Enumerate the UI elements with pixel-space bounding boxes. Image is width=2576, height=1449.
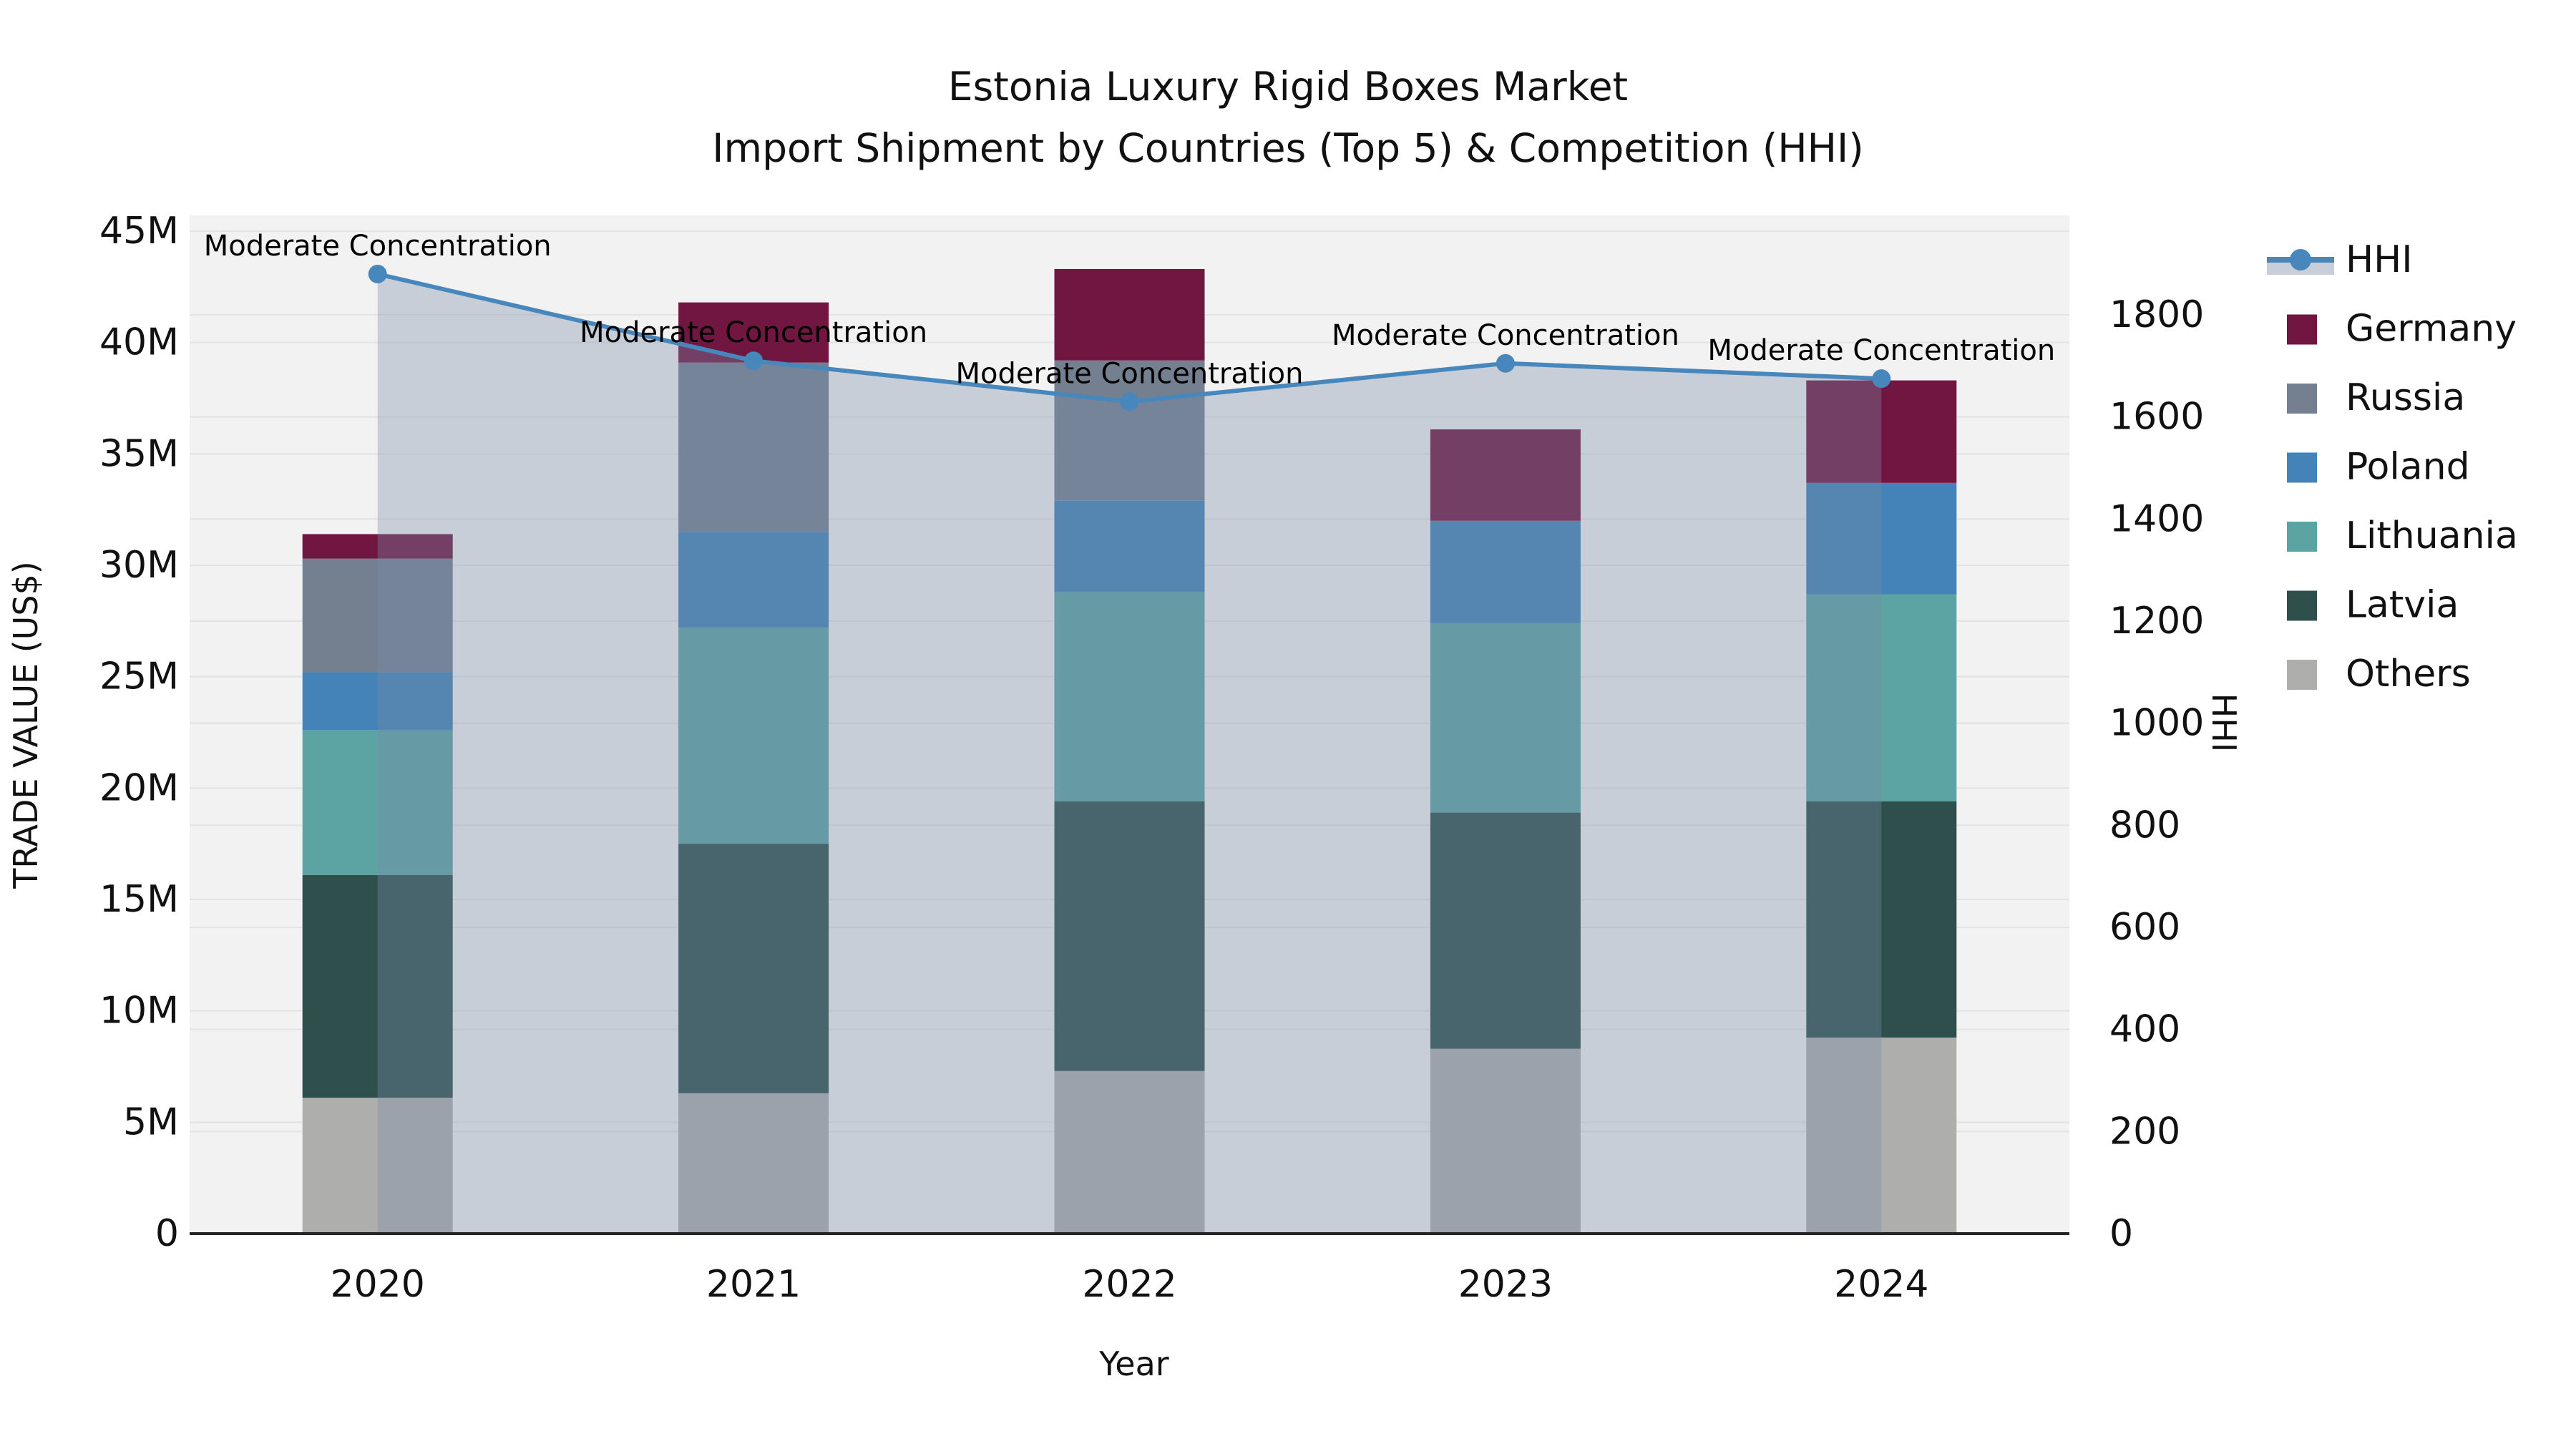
bar-segment-germany-2023 <box>1430 429 1581 521</box>
annotation-2023: Moderate Concentration <box>1332 319 1679 352</box>
y-left-tick-35M: 35M <box>99 432 179 475</box>
chart-title-line1: Estonia Luxury Rigid Boxes Market <box>948 64 1628 109</box>
legend-swatch-others-icon <box>2287 660 2317 690</box>
bar-segment-poland-2022 <box>1054 500 1205 592</box>
bar-segment-others-2021 <box>678 1093 829 1234</box>
annotation-2024: Moderate Concentration <box>1707 334 2055 367</box>
bar-segment-poland-2021 <box>678 532 829 628</box>
legend-item-latvia: Latvia <box>2287 584 2459 627</box>
bar-segment-lithuania-2022 <box>1054 592 1205 802</box>
annotation-2022: Moderate Concentration <box>956 357 1304 390</box>
y-right-tick-1600: 1600 <box>2109 396 2204 439</box>
x-tick-2020: 2020 <box>331 1263 425 1306</box>
y-left-tick-40M: 40M <box>99 321 179 364</box>
annotations: Moderate Concentration Moderate Concentra… <box>204 230 2056 390</box>
y-left-axis-title: TRADE VALUE (US$) <box>6 561 45 889</box>
bar-segment-others-2022 <box>1054 1070 1205 1234</box>
legend-item-germany: Germany <box>2287 308 2517 351</box>
legend-swatch-poland-icon <box>2287 452 2317 483</box>
legend-label-poland: Poland <box>2346 446 2470 489</box>
legend-hhi-marker-icon <box>2290 249 2311 270</box>
hhi-line-layer <box>368 264 1891 411</box>
x-tick-2022: 2022 <box>1082 1263 1176 1306</box>
y-right-tick-200: 200 <box>2109 1110 2180 1153</box>
bar-segment-others-2020 <box>302 1098 453 1234</box>
hhi-marker-2021 <box>744 351 763 371</box>
bar-segment-russia-2021 <box>678 362 829 532</box>
legend-item-lithuania: Lithuania <box>2287 514 2518 557</box>
bar-segment-russia-2020 <box>302 558 453 673</box>
bar-segment-latvia-2024 <box>1806 801 1957 1038</box>
bar-segment-germany-2022 <box>1054 268 1205 361</box>
x-tick-2023: 2023 <box>1458 1263 1553 1306</box>
legend-label-latvia: Latvia <box>2346 584 2459 627</box>
legend-item-hhi: HHI <box>2267 238 2413 281</box>
y-left-tick-10M: 10M <box>99 990 179 1033</box>
y-left-tick-15M: 15M <box>99 878 179 921</box>
x-tick-labels: 2020 2021 2022 2023 2024 <box>331 1263 1929 1306</box>
legend: HHI Germany Russia Poland Lithuania Latvia Oth… <box>2267 238 2518 696</box>
legend-label-germany: Germany <box>2346 308 2517 351</box>
hhi-area-fill <box>377 273 1882 1234</box>
x-tick-2024: 2024 <box>1834 1263 1928 1306</box>
bar-segment-latvia-2023 <box>1430 812 1581 1049</box>
y-right-tick-labels: 0 200 400 600 800 1000 1200 1400 1600 1800 <box>2109 293 2204 1255</box>
hhi-marker-2022 <box>1120 392 1139 411</box>
y-right-tick-1400: 1400 <box>2109 497 2204 540</box>
bar-segment-germany-2020 <box>302 534 453 559</box>
legend-swatch-latvia-icon <box>2287 590 2317 621</box>
chart-title-line2: Import Shipment by Countries (Top 5) & C… <box>712 125 1863 171</box>
y-left-tick-5M: 5M <box>123 1101 179 1143</box>
bar-segment-others-2024 <box>1806 1038 1957 1234</box>
legend-item-russia: Russia <box>2287 376 2465 419</box>
y-left-tick-20M: 20M <box>99 766 179 809</box>
y-right-tick-600: 600 <box>2109 906 2180 949</box>
bar-segment-lithuania-2021 <box>678 628 829 844</box>
y-left-tick-0: 0 <box>155 1212 179 1255</box>
y-right-tick-400: 400 <box>2109 1008 2180 1051</box>
bar-segment-latvia-2020 <box>302 874 453 1098</box>
y-right-axis-title: HHI <box>2205 693 2243 753</box>
y-left-tick-30M: 30M <box>99 544 179 587</box>
y-right-tick-0: 0 <box>2109 1212 2133 1255</box>
bar-segment-others-2023 <box>1430 1048 1581 1234</box>
annotation-2020: Moderate Concentration <box>204 230 552 263</box>
legend-label-lithuania: Lithuania <box>2346 514 2518 557</box>
y-left-tick-25M: 25M <box>99 655 179 698</box>
hhi-marker-2023 <box>1496 353 1515 373</box>
y-right-tick-1000: 1000 <box>2109 702 2204 745</box>
x-tick-2021: 2021 <box>706 1263 801 1306</box>
legend-label-hhi: HHI <box>2346 238 2413 281</box>
bar-segment-lithuania-2023 <box>1430 623 1581 813</box>
stacked-bars <box>302 268 1957 1234</box>
bar-segment-russia-2022 <box>1054 360 1205 501</box>
y-left-tick-45M: 45M <box>99 210 179 253</box>
bar-segment-germany-2024 <box>1806 380 1957 483</box>
y-right-tick-1200: 1200 <box>2109 600 2204 643</box>
legend-swatch-lithuania-icon <box>2287 522 2317 552</box>
bar-segment-lithuania-2020 <box>302 730 453 875</box>
annotation-2021: Moderate Concentration <box>580 316 927 349</box>
bar-segment-poland-2020 <box>302 672 453 731</box>
legend-label-russia: Russia <box>2346 376 2465 419</box>
legend-label-others: Others <box>2346 653 2471 696</box>
hhi-fill-area <box>377 273 1882 1234</box>
hhi-marker-2024 <box>1872 369 1891 389</box>
y-right-tick-1800: 1800 <box>2109 293 2204 336</box>
y-left-tick-labels: 0 5M 10M 15M 20M 25M 30M 35M 40M 45M <box>99 210 179 1255</box>
hhi-marker-2020 <box>368 264 387 283</box>
bar-segment-lithuania-2024 <box>1806 594 1957 802</box>
y-right-tick-800: 800 <box>2109 804 2180 847</box>
legend-swatch-germany-icon <box>2287 314 2317 345</box>
bar-segment-poland-2024 <box>1806 482 1957 595</box>
bar-segment-latvia-2021 <box>678 844 829 1093</box>
x-axis-title: Year <box>1098 1345 1169 1383</box>
legend-swatch-russia-icon <box>2287 384 2317 414</box>
bar-segment-latvia-2022 <box>1054 801 1205 1071</box>
legend-item-poland: Poland <box>2287 446 2470 489</box>
bar-segment-poland-2023 <box>1430 520 1581 623</box>
legend-item-others: Others <box>2287 653 2471 696</box>
